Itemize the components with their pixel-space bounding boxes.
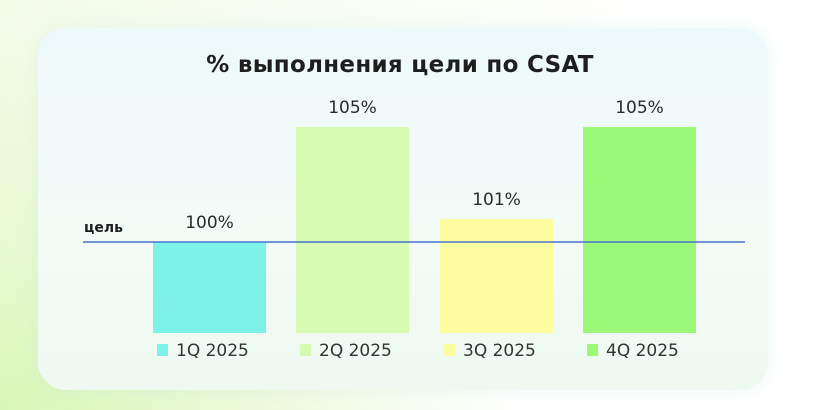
legend-label-2: 2Q 2025 <box>319 341 392 361</box>
bar-4 <box>583 127 696 333</box>
target-label: цель <box>84 220 123 236</box>
bar-value-label: 105% <box>328 98 377 118</box>
legend-label-3: 3Q 2025 <box>463 341 536 361</box>
legend-swatch-3 <box>444 344 455 356</box>
bar-value-label: 105% <box>615 98 664 118</box>
bar-3 <box>440 219 553 333</box>
legend-label-1: 1Q 2025 <box>176 341 249 361</box>
legend-swatch-2 <box>300 344 311 356</box>
bar-1 <box>153 242 266 333</box>
legend-swatch-1 <box>157 344 168 356</box>
legend-swatch-4 <box>587 344 598 356</box>
bar-value-label: 101% <box>472 190 521 210</box>
bar-2 <box>296 127 409 333</box>
chart-title: % выполнения цели по CSAT <box>206 52 594 78</box>
legend-label-4: 4Q 2025 <box>606 341 679 361</box>
bar-value-label: 100% <box>185 213 234 233</box>
